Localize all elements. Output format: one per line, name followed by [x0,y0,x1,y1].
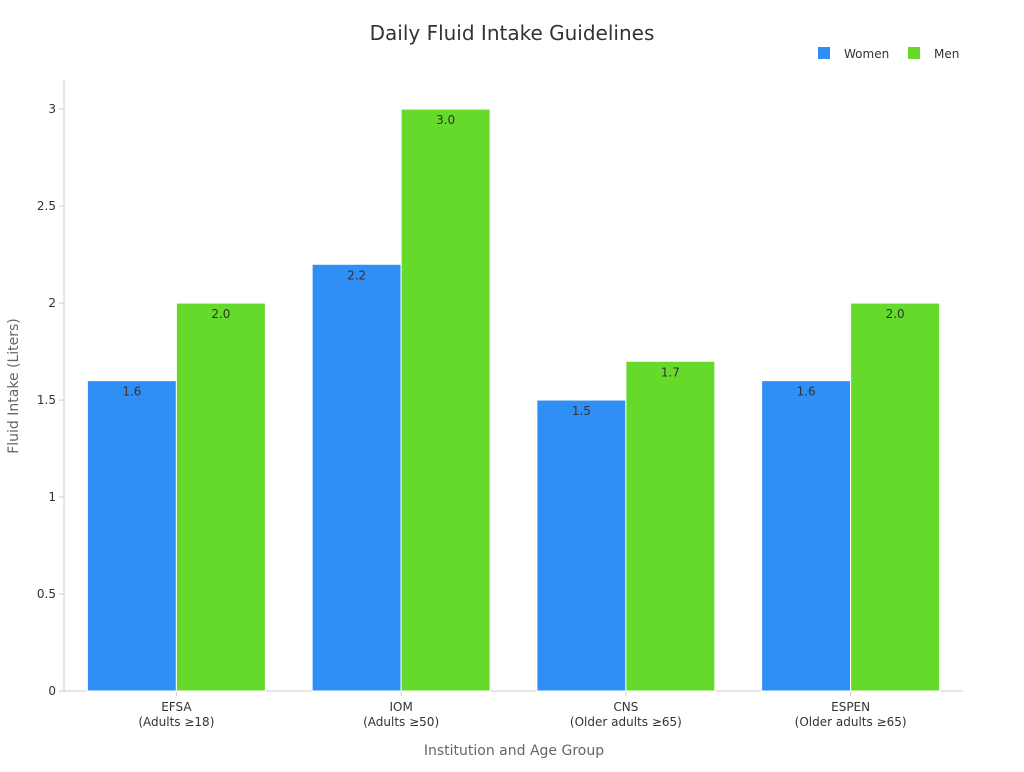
bar-men [850,302,941,692]
legend-swatch-men [908,47,920,59]
y-tick-label: 2.5 [37,199,56,213]
legend: Women Men [818,47,959,61]
chart-title: Daily Fluid Intake Guidelines [370,21,655,45]
x-tick-label: CNS [613,700,638,714]
x-tick-label: IOM [389,700,412,714]
bar-women [536,399,627,692]
x-tick-label: ESPEN [831,700,870,714]
bar-men [625,360,716,692]
plot-area: 0 0.5 1 1.5 2 2.5 3 EFSA(Adults ≥18) 1.6 2.0 IOM(A… [37,80,963,729]
x-tick-label: (Adults ≥50) [363,715,439,729]
y-tick-label: 0 [48,684,56,698]
bar-value-label: 2.0 [886,307,905,321]
bar-value-label: 1.6 [122,385,141,399]
x-tick-label: (Older adults ≥65) [570,715,682,729]
bar-value-label: 3.0 [436,113,455,127]
y-tick-label: 3 [48,102,56,116]
x-tick-label: (Older adults ≥65) [795,715,907,729]
bar-value-label: 1.5 [572,404,591,418]
legend-label-women: Women [844,47,889,61]
legend-label-men: Men [934,47,959,61]
bar-value-label: 1.6 [797,385,816,399]
bar-value-label: 1.7 [661,365,680,379]
y-tick-label: 2 [48,296,56,310]
bar-value-label: 2.0 [211,307,230,321]
x-tick-label: (Adults ≥18) [138,715,214,729]
x-tick-label: EFSA [161,700,192,714]
bar-women [86,380,177,692]
y-tick-label: 0.5 [37,587,56,601]
bar-women [311,263,402,692]
y-axis-title: Fluid Intake (Liters) [6,318,22,454]
bar-value-label: 2.2 [347,268,366,282]
y-tick-label: 1 [48,490,56,504]
bar-men [400,108,491,692]
x-axis-title: Institution and Age Group [424,743,604,759]
y-tick-label: 1.5 [37,393,56,407]
bar-men [175,302,266,692]
bar-women [761,380,852,692]
legend-swatch-women [818,47,830,59]
